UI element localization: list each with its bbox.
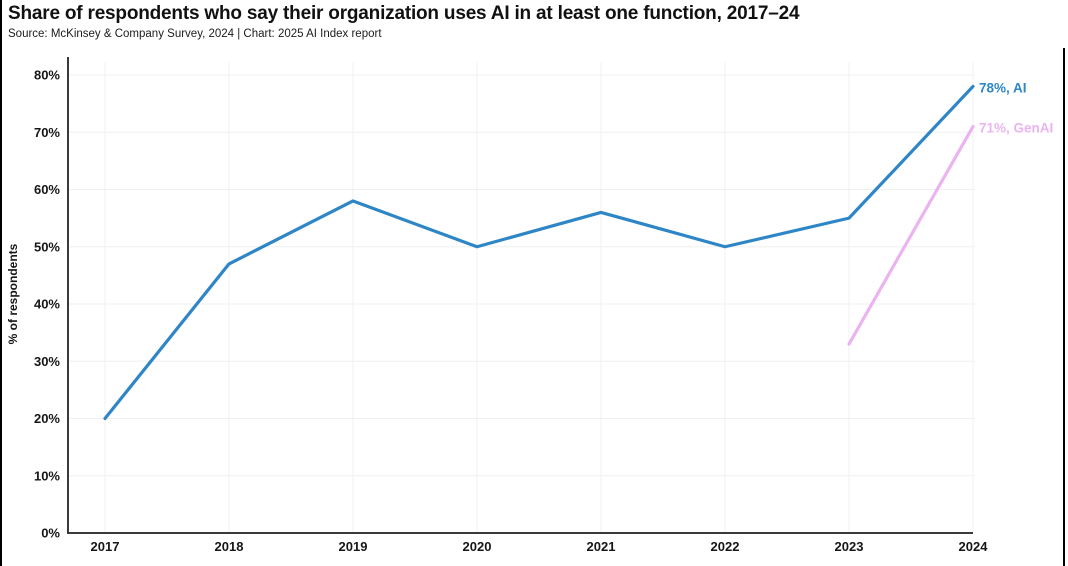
chart-source-caption: Source: McKinsey & Company Survey, 2024 … [8,28,382,40]
y-axis-title: % of respondents [6,243,20,344]
series-end-label-ai: 78%, AI [979,80,1027,95]
y-tick-label: 50% [34,239,60,254]
x-tick-label: 2022 [711,539,740,554]
x-tick-label: 2021 [587,539,616,554]
x-tick-label: 2023 [835,539,864,554]
x-tick-label: 2020 [463,539,492,554]
y-tick-label: 80% [34,68,60,83]
x-tick-label: 2019 [339,539,368,554]
series-line-genai [847,124,975,346]
y-tick-label: 40% [34,297,60,312]
screenshot-left-border [0,0,2,566]
series-end-label-genai: 71%, GenAI [979,121,1053,136]
chart-title: Share of respondents who say their organ… [8,3,800,24]
screenshot-right-border [1063,48,1065,566]
y-tick-label: 10% [34,468,60,483]
y-tick-label: 0% [41,526,60,541]
x-tick-label: 2017 [91,539,120,554]
series-line-ai [103,84,975,421]
y-tick-label: 60% [34,182,60,197]
x-tick-label: 2024 [959,539,989,554]
y-tick-label: 30% [34,354,60,369]
x-tick-label: 2018 [215,539,244,554]
y-tick-label: 70% [34,125,60,140]
y-tick-label: 20% [34,411,60,426]
